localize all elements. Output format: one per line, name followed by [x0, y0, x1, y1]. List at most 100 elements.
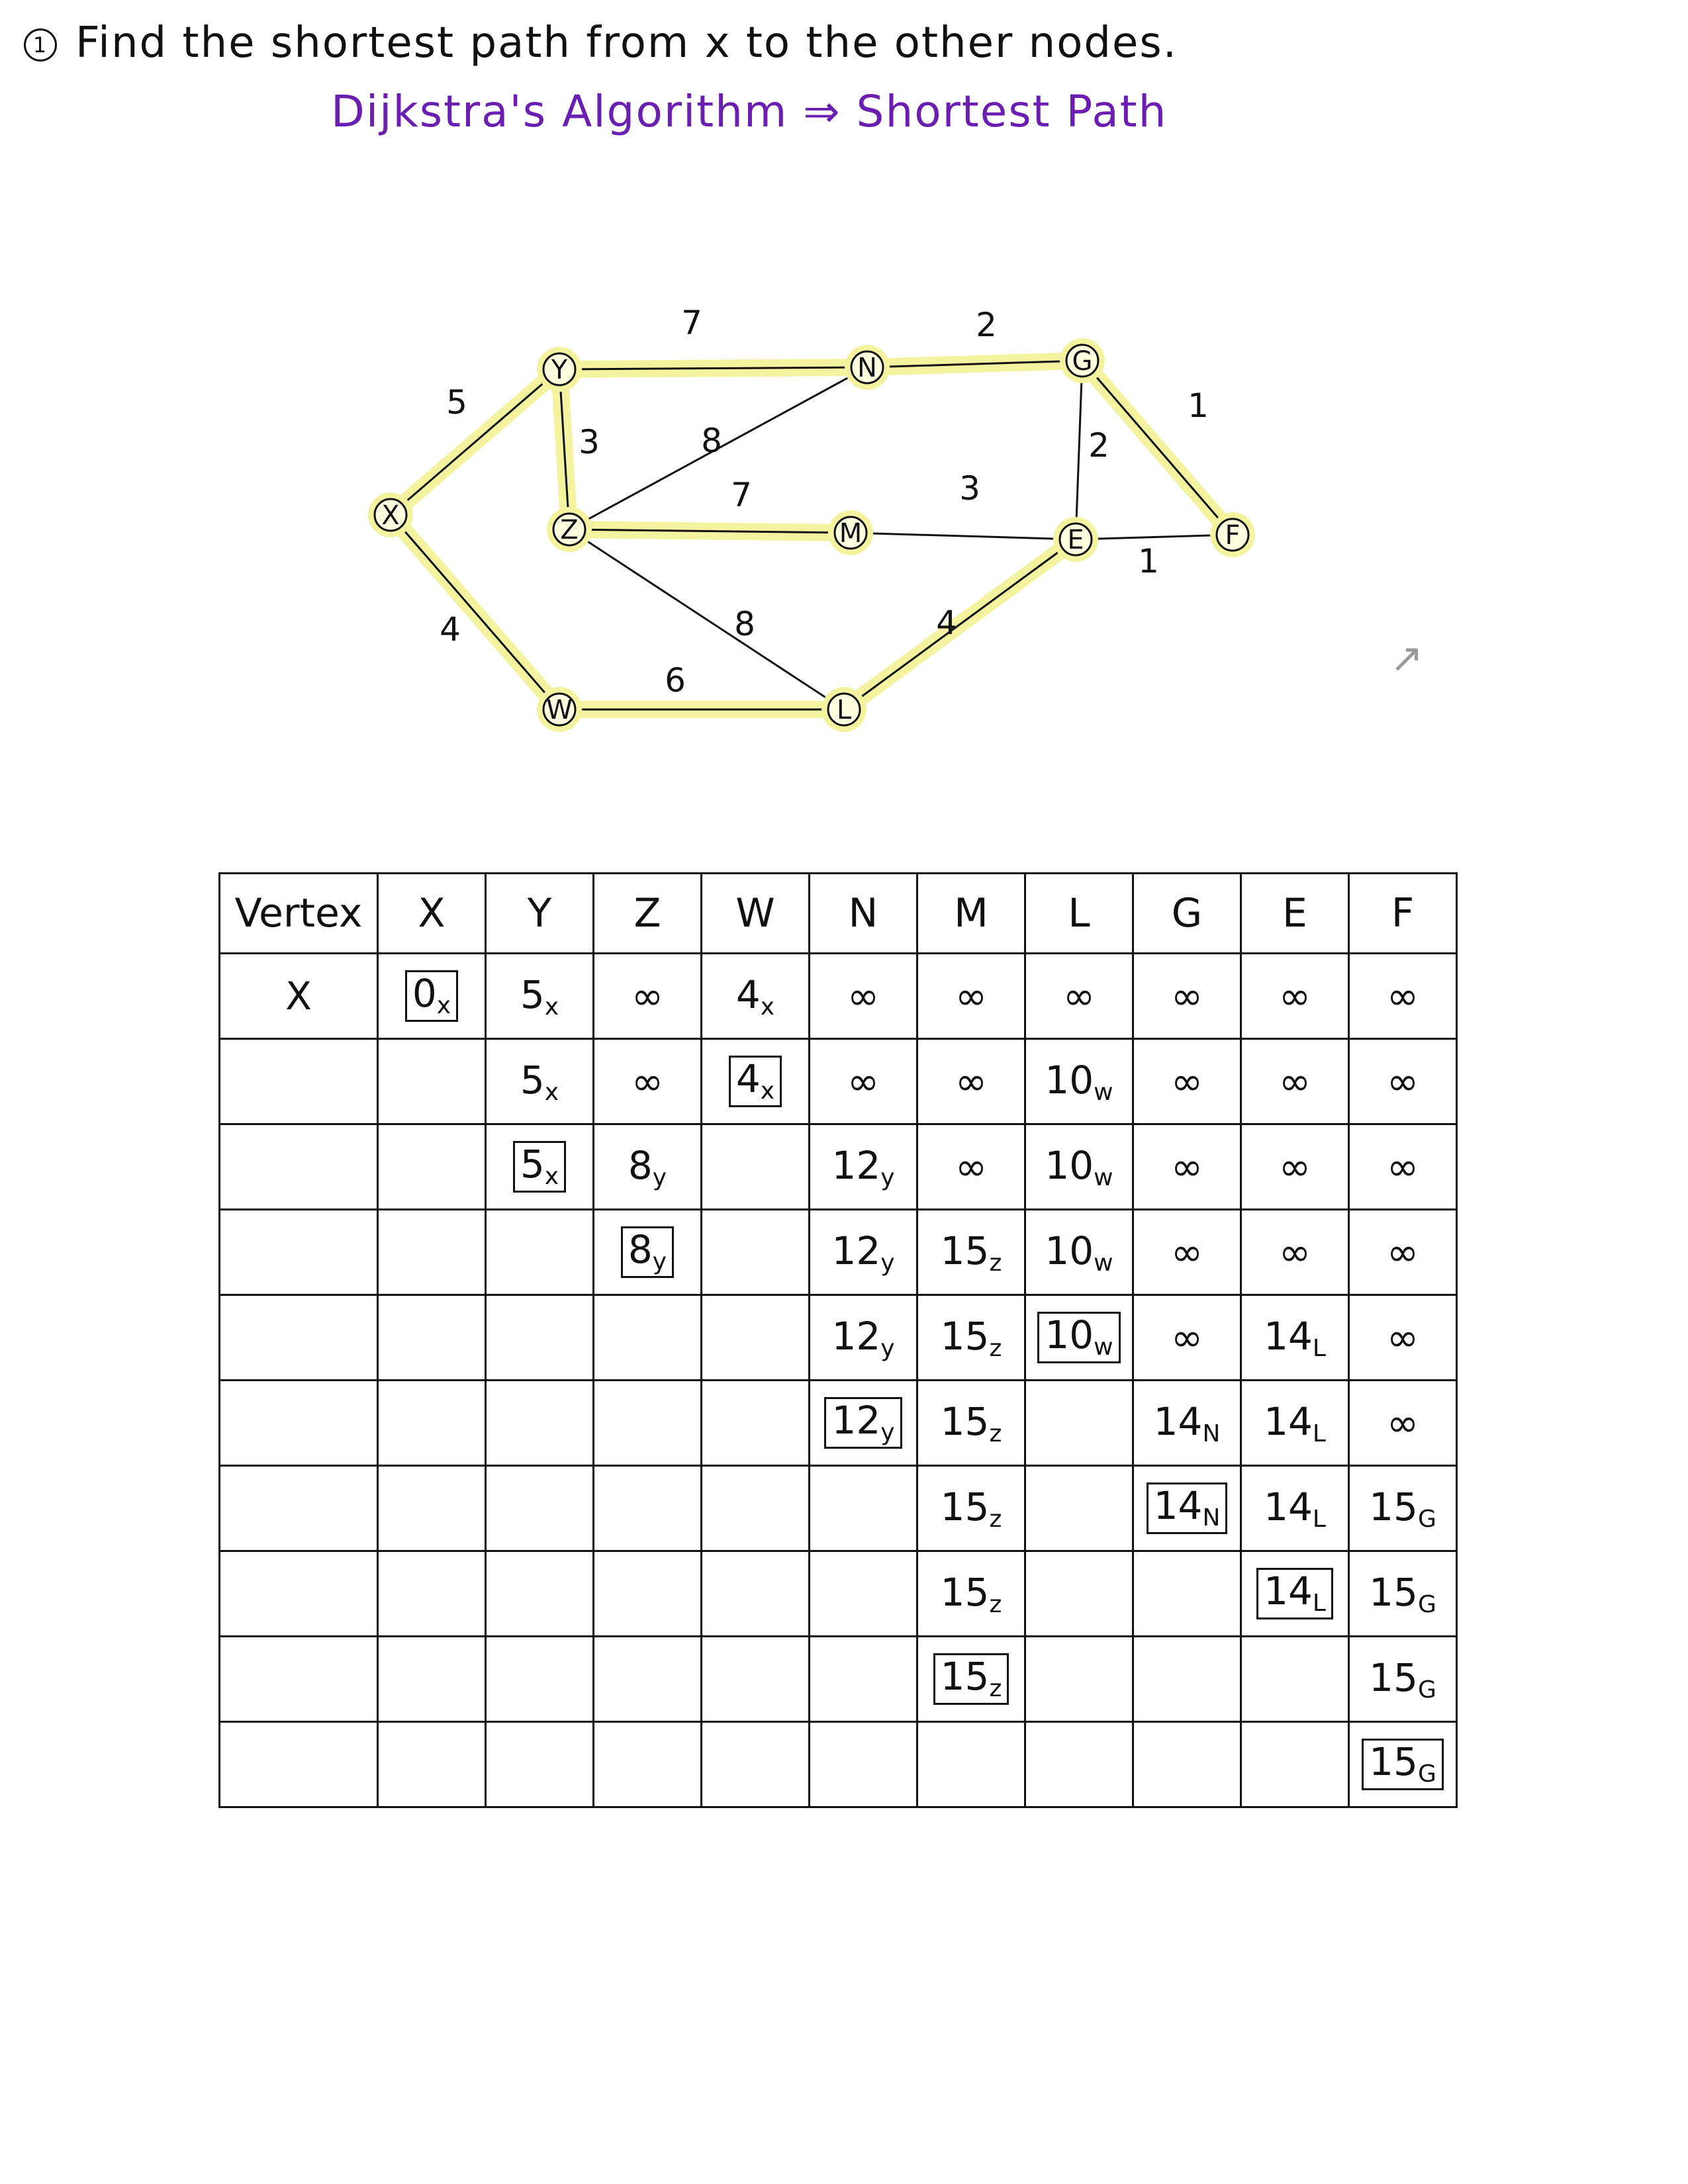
edge-z-l — [569, 528, 845, 711]
column-header-l: L — [1024, 872, 1134, 954]
column-header-m: M — [916, 872, 1026, 954]
node-label-z: Z — [560, 515, 578, 545]
tentative-distance: ∞ — [1063, 974, 1095, 1019]
distance-cell — [592, 1465, 702, 1552]
tentative-distance: 12y — [831, 1142, 894, 1191]
row-vertex-cell — [218, 1465, 379, 1552]
predecessor-label: y — [652, 1163, 667, 1191]
distance-cell: 10w — [1024, 1208, 1134, 1296]
finalized-distance: 15G — [1362, 1739, 1444, 1790]
edge-weight-x-y: 5 — [446, 383, 467, 422]
distance-value: ∞ — [1386, 1144, 1419, 1189]
tentative-distance: ∞ — [847, 1059, 879, 1104]
distance-cell — [1024, 1635, 1134, 1723]
predecessor-label: G — [1417, 1676, 1436, 1704]
distance-cell — [592, 1635, 702, 1723]
distance-value: ∞ — [1386, 974, 1419, 1019]
edge-y-z — [558, 369, 571, 530]
column-header-z: Z — [592, 872, 702, 954]
column-header-vertex: Vertex — [218, 872, 379, 954]
node-label-x: X — [381, 500, 399, 531]
distance-cell — [700, 1635, 810, 1723]
column-header-e: E — [1240, 872, 1350, 954]
row-vertex-cell — [218, 1550, 379, 1637]
distance-cell — [485, 1721, 594, 1808]
edge-weight-g-f: 1 — [1188, 387, 1209, 425]
edge-weight-z-m: 7 — [731, 476, 752, 514]
tentative-distance: ∞ — [632, 1059, 663, 1104]
distance-value: ∞ — [1062, 974, 1096, 1019]
edge-weight-l-e: 4 — [936, 604, 957, 642]
table-row: 15G — [218, 1721, 1458, 1808]
predecessor-label: x — [544, 1163, 559, 1191]
tentative-distance: 12y — [831, 1314, 895, 1362]
predecessor-label: L — [1312, 1334, 1326, 1362]
distance-cell — [485, 1294, 594, 1381]
edge-weight-m-e: 3 — [959, 469, 980, 508]
edge-weight-e-f: 1 — [1138, 542, 1159, 580]
distance-cell: 15z — [916, 1550, 1026, 1637]
tentative-distance: 14L — [1264, 1484, 1326, 1533]
distance-value: 12 — [831, 1142, 881, 1188]
edge-n-g — [867, 359, 1083, 369]
node-y — [542, 352, 577, 387]
distance-value: ∞ — [955, 1059, 988, 1104]
distance-cell: 14L — [1240, 1550, 1350, 1637]
distance-cell — [485, 1465, 594, 1552]
node-n — [850, 350, 884, 385]
distance-value: 10 — [1045, 1312, 1094, 1358]
distance-cell — [377, 1208, 487, 1296]
distance-cell: 14L — [1240, 1379, 1350, 1467]
edge-weight-z-n: 8 — [701, 422, 722, 460]
distance-value: ∞ — [1386, 1230, 1419, 1275]
distance-cell: ∞ — [808, 1038, 918, 1125]
predecessor-label: L — [1312, 1505, 1326, 1533]
predecessor-label: z — [989, 1590, 1002, 1618]
distance-cell: ∞ — [1024, 952, 1134, 1040]
tentative-distance: ∞ — [632, 974, 663, 1019]
predecessor-label: x — [544, 1078, 559, 1106]
predecessor-label: z — [989, 1334, 1002, 1362]
edge-y-n — [559, 366, 868, 371]
distance-cell: ∞ — [916, 952, 1026, 1040]
distance-cell — [700, 1550, 810, 1637]
distance-cell — [485, 1379, 594, 1467]
node-label-y: Y — [551, 355, 568, 385]
predecessor-label: G — [1417, 1590, 1436, 1618]
distance-cell: ∞ — [1348, 1294, 1458, 1381]
tentative-distance: ∞ — [1387, 1059, 1419, 1104]
distance-value: 8 — [628, 1227, 653, 1273]
finalized-distance: 0x — [404, 970, 459, 1022]
problem-subtitle: Dijkstra's Algorithm ⇒ Shortest Path — [331, 86, 1168, 137]
distance-value: 10 — [1045, 1057, 1094, 1103]
table-row: 12y 15z 10w ∞ 14L ∞ — [218, 1294, 1458, 1381]
tentative-distance: 5x — [520, 1058, 559, 1106]
distance-cell — [377, 1465, 487, 1552]
distance-value: ∞ — [1170, 1144, 1203, 1189]
distance-cell: ∞ — [1348, 1208, 1458, 1296]
distance-cell: 5x — [485, 1038, 594, 1125]
predecessor-label: y — [880, 1334, 895, 1362]
column-header-w: W — [700, 872, 810, 954]
edge-g-f — [1081, 360, 1234, 535]
tentative-distance: ∞ — [1279, 1059, 1311, 1104]
tree-highlights — [382, 352, 1241, 718]
row-vertex-cell — [218, 1123, 379, 1210]
distance-cell: ∞ — [1132, 1208, 1242, 1296]
distance-value: ∞ — [955, 974, 988, 1019]
distance-cell: ∞ — [1240, 1123, 1350, 1210]
node-label-n: N — [857, 353, 877, 383]
distance-cell — [916, 1721, 1026, 1808]
distance-cell — [377, 1379, 487, 1467]
dijkstra-table: Vertex X Y Z W N M L G E F X 0x 5x ∞ 4x ∞ ∞ ∞ ∞ ∞ ∞ 5x ∞ 4x ∞ ∞ 10… — [218, 872, 1458, 1808]
node-e — [1058, 522, 1093, 557]
node-label-w: W — [546, 695, 573, 725]
distance-cell — [377, 1294, 487, 1381]
distance-cell — [808, 1550, 918, 1637]
table-body: X 0x 5x ∞ 4x ∞ ∞ ∞ ∞ ∞ ∞ 5x ∞ 4x ∞ ∞ 10w ∞ ∞ ∞ 5x 8y 12y ∞ 10w ∞ ∞… — [218, 952, 1458, 1808]
column-header-g: G — [1132, 872, 1242, 954]
node-l — [827, 692, 861, 727]
distance-cell: ∞ — [1132, 1294, 1242, 1381]
tentative-distance: ∞ — [955, 974, 987, 1019]
